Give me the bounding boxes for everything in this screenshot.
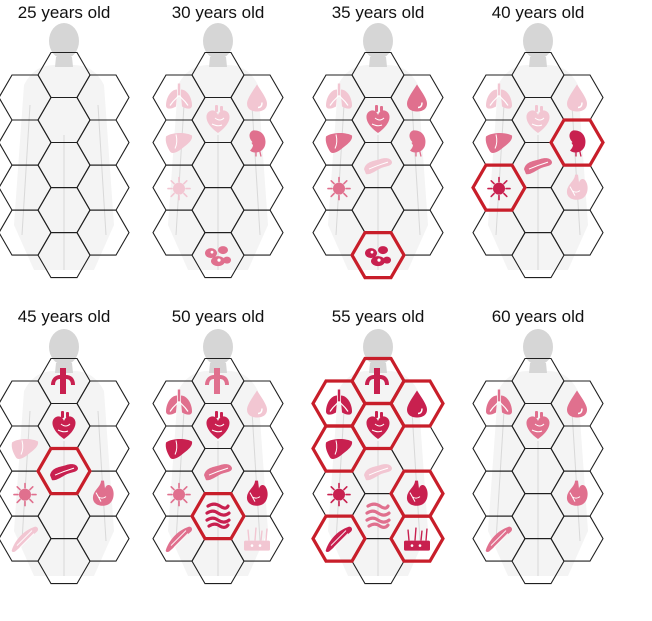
lungs-icon: [166, 389, 192, 415]
liver-icon: [325, 133, 353, 153]
stomach-icon: [566, 174, 588, 200]
kidney-icon: [409, 130, 426, 157]
pancreas-icon: [364, 158, 392, 175]
thyroid-icon: [13, 482, 37, 507]
heart-icon: [206, 105, 230, 133]
panel-5: 45 years old: [0, 307, 130, 585]
hex-cell-highlighted: [36, 446, 92, 496]
artery-icon: [51, 368, 75, 394]
stomach-icon: [406, 480, 428, 506]
lungs-icon: [486, 389, 512, 415]
panel-1: 25 years old: [0, 3, 130, 279]
panel-7: 55 years old: [311, 307, 445, 585]
panel-title: 45 years old: [18, 307, 111, 326]
hex-cell: [37, 538, 91, 585]
hex-cell-highlighted: [311, 514, 367, 563]
muscle-icon: [11, 526, 39, 552]
stomach-icon: [246, 480, 268, 506]
heart-icon: [526, 411, 550, 439]
liver-icon: [11, 439, 39, 459]
blood-drop-icon: [247, 390, 267, 418]
muscle-icon: [165, 526, 193, 552]
ovary-icon: [205, 246, 231, 267]
muscle-icon: [485, 526, 513, 552]
panel-title: 30 years old: [172, 3, 265, 22]
lungs-icon: [326, 83, 352, 109]
ovary-icon: [365, 246, 391, 267]
blood-drop-icon: [567, 84, 587, 112]
panel-title: 50 years old: [172, 307, 265, 326]
skin-icon: [404, 527, 430, 551]
panel-title: 60 years old: [492, 307, 585, 326]
heart-icon: [366, 105, 390, 133]
panel-6: 50 years old: [152, 307, 284, 585]
hex-cell-highlighted: [350, 231, 406, 280]
kidney-icon: [569, 130, 586, 157]
pancreas-icon: [364, 464, 392, 481]
liver-icon: [325, 439, 353, 459]
pancreas-icon: [50, 464, 78, 481]
kidney-icon: [249, 130, 266, 157]
lungs-icon: [166, 83, 192, 109]
hex-cell-highlighted: [549, 118, 605, 167]
liver-icon: [165, 439, 193, 459]
panel-3: 35 years old: [312, 3, 444, 280]
hex-cell-highlighted: [471, 163, 527, 212]
intestine-icon: [205, 502, 231, 529]
heart-icon: [52, 411, 76, 439]
hex-cell-highlighted: [389, 514, 445, 563]
lungs-icon: [326, 389, 352, 415]
liver-icon: [485, 133, 513, 153]
stomach-icon: [566, 480, 588, 506]
panel-title: 25 years old: [18, 3, 111, 22]
muscle-icon: [325, 526, 353, 552]
hex-cell: [511, 538, 565, 585]
heart-icon: [366, 411, 390, 439]
artery-icon: [365, 368, 389, 394]
panel-title: 40 years old: [492, 3, 585, 22]
panel-8: 60 years old: [472, 307, 604, 585]
blood-drop-icon: [407, 84, 427, 112]
hex-cell: [37, 232, 91, 279]
pancreas-icon: [204, 464, 232, 481]
thyroid-icon: [167, 176, 191, 201]
body-silhouette-icon: [488, 329, 588, 576]
liver-icon: [165, 133, 193, 153]
hex-cell-highlighted: [190, 492, 246, 541]
hex-cell: [191, 232, 245, 279]
body-silhouette-icon: [168, 23, 268, 270]
lungs-icon: [486, 83, 512, 109]
blood-drop-icon: [407, 390, 427, 418]
hex-cell-highlighted: [311, 424, 367, 473]
intestine-icon: [365, 502, 391, 529]
panel-4: 40 years old: [471, 3, 605, 279]
stomach-icon: [92, 480, 114, 506]
artery-icon: [205, 368, 229, 394]
panel-title: 55 years old: [332, 307, 425, 326]
blood-drop-icon: [247, 84, 267, 112]
panel-title: 35 years old: [332, 3, 425, 22]
skin-icon: [244, 527, 270, 551]
thyroid-icon: [167, 482, 191, 507]
thyroid-icon: [487, 176, 511, 201]
thyroid-icon: [327, 482, 351, 507]
body-silhouette-icon: [14, 23, 114, 270]
hex-cell: [511, 232, 565, 279]
heart-icon: [526, 105, 550, 133]
blood-drop-icon: [567, 390, 587, 418]
heart-icon: [206, 411, 230, 439]
thyroid-icon: [327, 176, 351, 201]
pancreas-icon: [524, 158, 552, 175]
panel-2: 30 years old: [152, 3, 284, 279]
